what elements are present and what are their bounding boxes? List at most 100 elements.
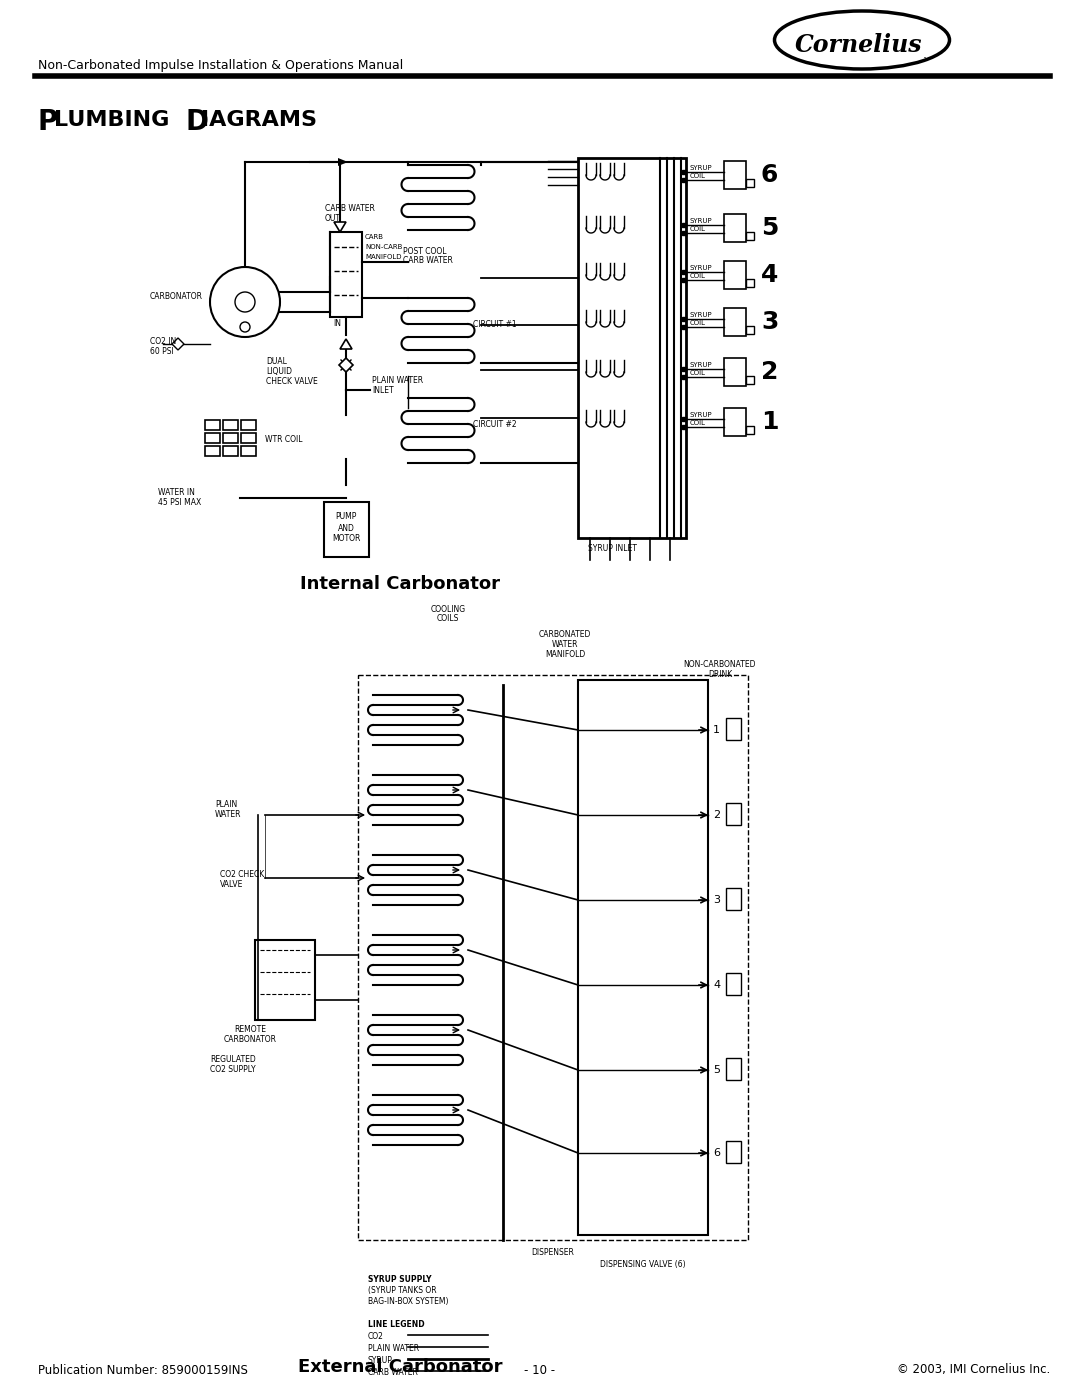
Bar	[724, 408, 746, 436]
Text: CIRCUIT #1: CIRCUIT #1	[473, 320, 516, 330]
Text: LIQUID: LIQUID	[266, 367, 292, 376]
Polygon shape	[340, 339, 352, 349]
Bar	[205, 420, 220, 430]
Bar	[241, 420, 256, 430]
Text: CARB WATER: CARB WATER	[368, 1368, 418, 1377]
Circle shape	[240, 321, 249, 332]
Text: DISPENSER: DISPENSER	[531, 1248, 575, 1257]
Text: (SYRUP TANKS OR: (SYRUP TANKS OR	[368, 1287, 436, 1295]
Bar	[724, 358, 746, 386]
Text: Internal Carbonator: Internal Carbonator	[300, 576, 500, 592]
Text: CARB WATER: CARB WATER	[325, 204, 375, 212]
Bar	[746, 326, 754, 334]
Text: 5: 5	[713, 1065, 720, 1076]
Text: P: P	[38, 108, 58, 136]
Text: CHECK VALVE: CHECK VALVE	[266, 377, 318, 386]
Bar	[578, 680, 708, 1235]
Text: IN: IN	[333, 319, 341, 328]
Text: CARBONATOR: CARBONATOR	[150, 292, 203, 300]
Text: 3: 3	[713, 895, 720, 905]
Text: WATER: WATER	[552, 640, 578, 650]
Bar	[255, 940, 315, 1020]
Text: MOTOR: MOTOR	[332, 534, 361, 543]
Text: WTR COIL: WTR COIL	[265, 434, 302, 444]
Text: 5: 5	[761, 217, 779, 240]
Bar	[324, 502, 369, 557]
Bar	[330, 232, 362, 317]
Text: REGULATED: REGULATED	[210, 1055, 256, 1065]
Bar	[724, 307, 746, 337]
Bar	[726, 1058, 741, 1080]
Text: External Carbonator: External Carbonator	[298, 1358, 502, 1376]
Bar	[746, 279, 754, 286]
Text: DRINK: DRINK	[707, 671, 732, 679]
Text: COIL: COIL	[690, 272, 706, 279]
Text: 1: 1	[713, 725, 720, 735]
Text: WATER IN: WATER IN	[158, 488, 194, 497]
Text: - 10 -: - 10 -	[525, 1363, 555, 1376]
Text: CARB WATER: CARB WATER	[403, 256, 453, 265]
Bar	[746, 179, 754, 187]
Text: WATER: WATER	[215, 810, 242, 819]
Text: POST COOL: POST COOL	[403, 247, 446, 256]
Bar	[724, 214, 746, 242]
Text: IAGRAMS: IAGRAMS	[201, 110, 318, 130]
Polygon shape	[334, 222, 346, 232]
Bar	[724, 261, 746, 289]
Text: SYRUP: SYRUP	[690, 312, 713, 319]
Text: MANIFOLD: MANIFOLD	[365, 254, 402, 260]
Text: 60 PSI: 60 PSI	[150, 346, 174, 356]
Text: SYRUP SUPPLY: SYRUP SUPPLY	[368, 1275, 432, 1284]
Text: Publication Number: 859000159INS: Publication Number: 859000159INS	[38, 1363, 248, 1376]
Text: CO2: CO2	[368, 1331, 383, 1341]
Text: 3: 3	[761, 310, 779, 334]
Text: SYRUP INLET: SYRUP INLET	[588, 543, 637, 553]
Text: CO2 CHECK: CO2 CHECK	[220, 870, 265, 879]
Text: COOLING: COOLING	[431, 605, 465, 615]
Bar	[222, 433, 238, 443]
Text: PLAIN WATER: PLAIN WATER	[372, 376, 423, 386]
Text: SYRUP: SYRUP	[690, 362, 713, 367]
Bar	[726, 1141, 741, 1162]
Bar	[726, 972, 741, 995]
Text: NON-CARBONATED: NON-CARBONATED	[684, 659, 756, 669]
Text: PLAIN: PLAIN	[215, 800, 238, 809]
Text: 6: 6	[761, 163, 779, 187]
Text: .: .	[923, 49, 927, 61]
Text: VALVE: VALVE	[220, 880, 243, 888]
Text: CARBONATED: CARBONATED	[539, 630, 591, 638]
Bar	[726, 888, 741, 909]
Bar	[578, 158, 686, 538]
Text: LINE LEGEND: LINE LEGEND	[368, 1320, 424, 1329]
Circle shape	[235, 292, 255, 312]
Bar	[205, 446, 220, 455]
Text: SYRUP: SYRUP	[690, 412, 713, 418]
Text: COIL: COIL	[690, 420, 706, 426]
Text: CARBONATOR: CARBONATOR	[224, 1035, 276, 1044]
Bar	[222, 420, 238, 430]
Text: 2: 2	[713, 810, 720, 820]
Text: 6: 6	[713, 1148, 720, 1158]
Text: 4: 4	[761, 263, 779, 286]
Polygon shape	[172, 338, 184, 351]
Text: COIL: COIL	[690, 173, 706, 179]
Text: 1: 1	[761, 409, 779, 434]
Bar	[726, 718, 741, 740]
Text: COIL: COIL	[690, 226, 706, 232]
Ellipse shape	[774, 11, 949, 68]
Text: COILS: COILS	[436, 615, 459, 623]
Circle shape	[210, 267, 280, 337]
Text: MANIFOLD: MANIFOLD	[545, 650, 585, 659]
Bar	[746, 426, 754, 434]
Text: LUMBING: LUMBING	[54, 110, 170, 130]
Text: NON-CARB: NON-CARB	[365, 244, 403, 250]
Text: INLET: INLET	[372, 386, 393, 395]
Text: SYRUP: SYRUP	[690, 265, 713, 271]
Text: OUT: OUT	[325, 214, 341, 224]
Text: PUMP: PUMP	[335, 511, 356, 521]
Text: SYRUP: SYRUP	[690, 165, 713, 170]
Bar	[726, 803, 741, 826]
Bar	[746, 232, 754, 240]
Text: PLAIN WATER: PLAIN WATER	[368, 1344, 419, 1354]
Bar	[357, 675, 748, 1241]
